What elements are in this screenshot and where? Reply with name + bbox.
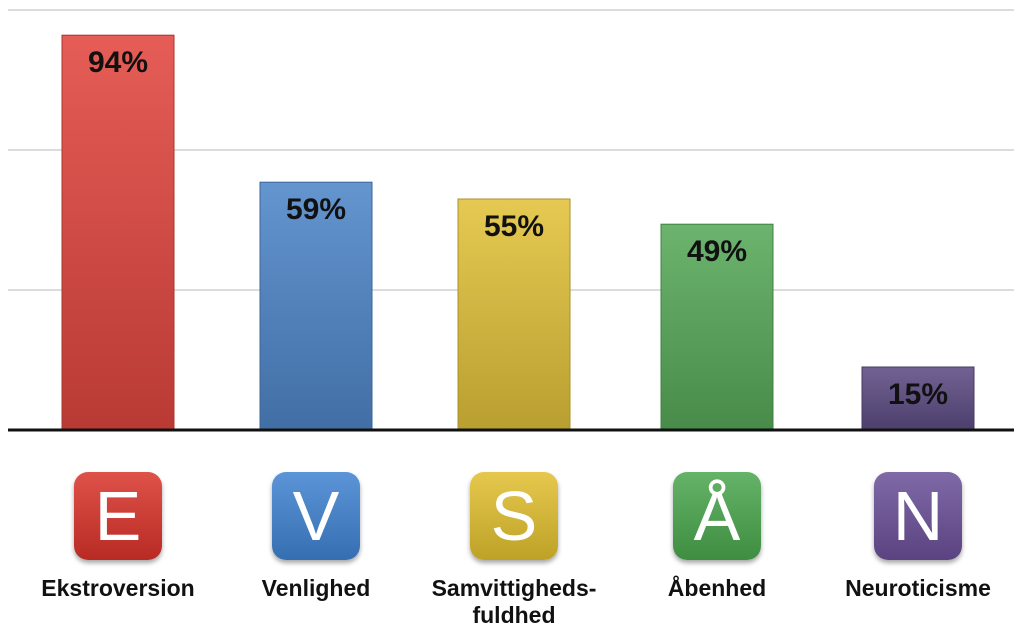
category-label: Neuroticisme <box>808 575 1024 602</box>
category-icon-letter: V <box>292 477 340 555</box>
bar-å <box>660 223 774 431</box>
value-labels: 94% 59% 55% 49% 15% <box>88 46 948 411</box>
category-icon-letter: Å <box>693 477 741 555</box>
category-icon-e: E <box>74 472 162 560</box>
category-icon-letter: S <box>490 477 538 555</box>
category-label-line: Venlighed <box>261 575 371 601</box>
category-label-line: fuldhed <box>472 602 556 628</box>
bar-e <box>61 34 175 431</box>
category-label: Åbenhed <box>607 575 827 602</box>
value-label: 94% <box>88 46 148 79</box>
category-label: Venlighed <box>206 575 426 602</box>
category-icon-n: N <box>874 472 962 560</box>
bar-v <box>259 181 373 431</box>
category-label: Ekstroversion <box>8 575 228 602</box>
category-label: Samvittigheds-fuldhed <box>404 575 624 629</box>
value-label: 15% <box>888 378 948 411</box>
value-label: 49% <box>687 235 747 268</box>
category-icon-s: S <box>470 472 558 560</box>
category-label-line: Samvittigheds- <box>431 575 597 601</box>
category-icon-å: Å <box>673 472 761 560</box>
category-icon-letter: N <box>892 477 944 555</box>
bar-s <box>457 198 571 431</box>
value-label: 59% <box>286 193 346 226</box>
category-icon-v: V <box>272 472 360 560</box>
bars <box>61 34 975 431</box>
value-label: 55% <box>484 210 544 243</box>
category-label-line: Ekstroversion <box>41 575 195 601</box>
category-label-line: Åbenhed <box>667 575 767 601</box>
category-label-line: Neuroticisme <box>845 575 991 601</box>
category-icon-letter: E <box>94 477 142 555</box>
